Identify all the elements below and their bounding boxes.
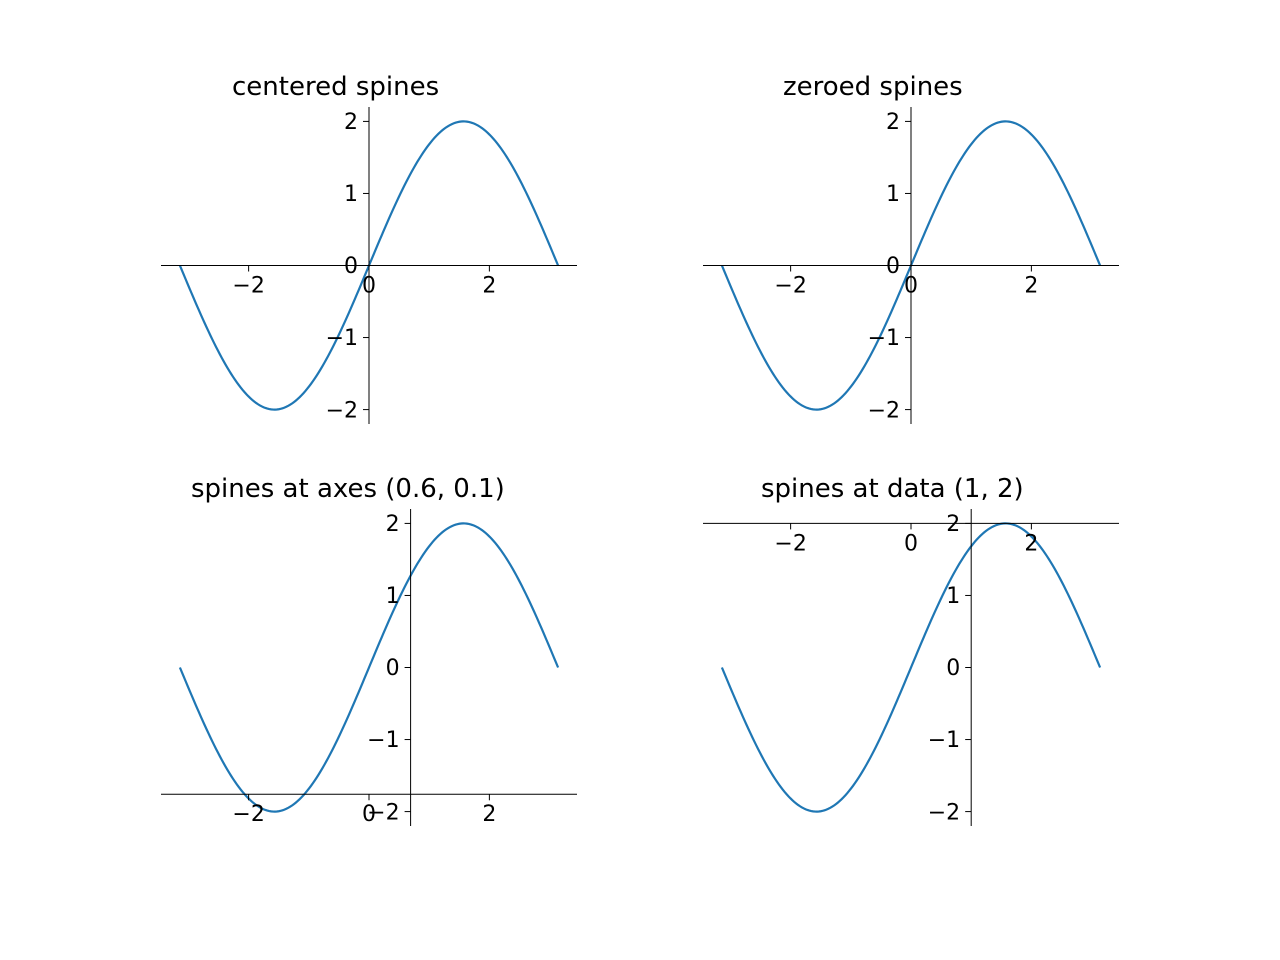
sine-curve (722, 523, 1100, 811)
x-tick-label: 2 (1024, 273, 1038, 298)
x-tick-label: 2 (482, 802, 496, 827)
x-tick-label: −2 (774, 273, 806, 298)
sine-curve (180, 523, 558, 811)
y-tick-label: −2 (928, 800, 960, 825)
x-tick-label: 0 (904, 273, 918, 298)
y-tick-label: 1 (886, 182, 900, 207)
x-tick-label: −2 (232, 802, 264, 827)
y-tick-label: −2 (326, 398, 358, 423)
figure: centered spines zeroed spines spines at … (0, 0, 1280, 960)
y-tick-label: −1 (868, 326, 900, 351)
panel-spines-at-axes: −202−2−1012 (121, 469, 617, 866)
y-tick-label: 1 (386, 584, 400, 609)
y-tick-label: 2 (386, 512, 400, 537)
panel-centered-spines: −2 0 2 −2 −1 0 1 2 (121, 67, 617, 464)
chart-svg-3: −202−2−1012 (121, 469, 617, 866)
x-tick-label: 2 (482, 273, 496, 298)
y-tick-label: 0 (946, 656, 960, 681)
y-tick-label: 1 (946, 584, 960, 609)
y-tick-label: 0 (886, 254, 900, 279)
x-tick-label: −2 (232, 273, 264, 298)
panel-spines-at-data: −2 0 2 −2 −1 0 1 2 (663, 469, 1159, 866)
y-tick-label: −1 (367, 728, 399, 753)
y-tick-label: 0 (344, 254, 358, 279)
chart-svg-4: −2 0 2 −2 −1 0 1 2 (663, 469, 1159, 866)
y-tick-label: −1 (928, 728, 960, 753)
y-tick-label: 1 (344, 182, 358, 207)
x-tick-label: 2 (1024, 531, 1038, 556)
panel-zeroed-spines: −2 0 2 −2 −1 0 1 2 (663, 67, 1159, 464)
y-tick-label: −2 (367, 800, 399, 825)
chart-svg-1: −2 0 2 −2 −1 0 1 2 (121, 67, 617, 464)
chart-svg-2: −2 0 2 −2 −1 0 1 2 (663, 67, 1159, 464)
x-tick-label: 0 (362, 273, 376, 298)
x-tick-label: −2 (774, 531, 806, 556)
y-tick-label: 0 (386, 656, 400, 681)
y-tick-label: 2 (946, 512, 960, 537)
y-tick-label: −1 (326, 326, 358, 351)
y-tick-label: −2 (868, 398, 900, 423)
y-tick-label: 2 (344, 110, 358, 135)
x-tick-label: 0 (904, 531, 918, 556)
y-tick-label: 2 (886, 110, 900, 135)
